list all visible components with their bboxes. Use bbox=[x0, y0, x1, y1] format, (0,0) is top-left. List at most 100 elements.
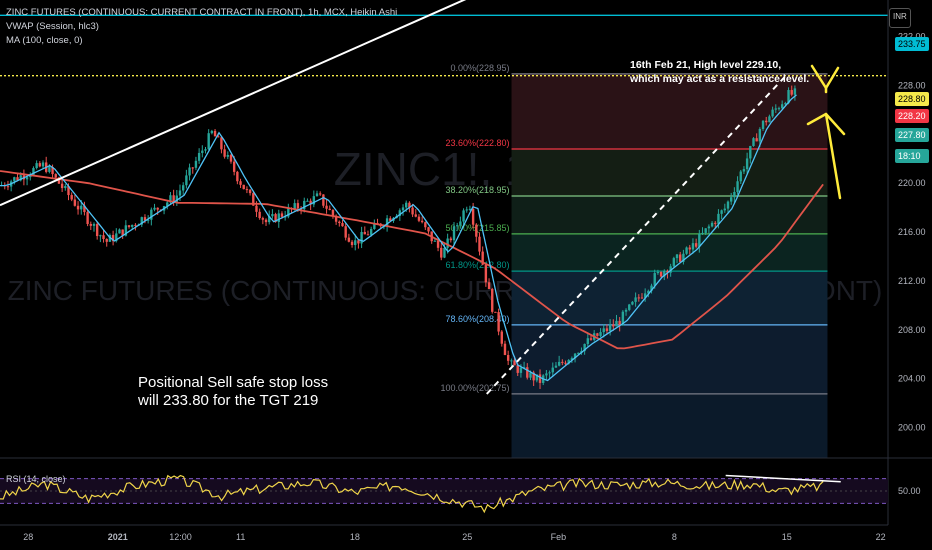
candle-body bbox=[777, 108, 781, 110]
candle-body bbox=[283, 216, 287, 218]
candle-body bbox=[51, 167, 54, 175]
candle-body bbox=[92, 224, 96, 226]
candle-body bbox=[414, 214, 417, 217]
candle-body bbox=[497, 312, 500, 332]
trend-line[interactable] bbox=[0, 0, 602, 207]
trade-note-line1: Positional Sell safe stop loss bbox=[138, 374, 329, 391]
candle-body bbox=[452, 226, 456, 241]
candle-body bbox=[487, 282, 491, 289]
candle-body bbox=[188, 167, 191, 176]
rsi-trend-line[interactable] bbox=[725, 474, 841, 483]
candle-body bbox=[306, 200, 309, 202]
candle-body bbox=[669, 266, 672, 273]
candle-body bbox=[513, 360, 516, 366]
candle-body bbox=[739, 171, 742, 182]
candle-body bbox=[491, 288, 494, 312]
candle-body bbox=[191, 167, 194, 169]
candle-body bbox=[605, 328, 609, 332]
candle-body bbox=[35, 163, 38, 169]
candle-body bbox=[344, 226, 347, 238]
candle-body bbox=[462, 210, 465, 222]
candle-body bbox=[573, 353, 577, 359]
candle-body bbox=[331, 209, 335, 216]
candle-body bbox=[535, 374, 539, 381]
resistance-note[interactable]: 16th Feb 21, High level 229.10, which ma… bbox=[630, 58, 809, 86]
time-tick-label: 2021 bbox=[108, 532, 128, 542]
time-axis[interactable]: 28 2021 12:00 11 18 25 Feb 8 15 22 bbox=[23, 532, 885, 542]
candle-body bbox=[277, 213, 280, 222]
candle-body bbox=[178, 190, 182, 196]
candle-body bbox=[274, 214, 277, 222]
trade-note[interactable]: Positional Sell safe stop loss will 233.… bbox=[138, 374, 328, 410]
candle-body bbox=[570, 358, 574, 360]
currency-button[interactable]: INR bbox=[889, 8, 911, 28]
candle-body bbox=[16, 177, 19, 181]
candle-body bbox=[181, 185, 185, 191]
candle-body bbox=[146, 219, 150, 221]
ma-legend[interactable]: MA (100, close, 0) bbox=[6, 35, 83, 46]
candle-body bbox=[140, 217, 143, 225]
candle-body bbox=[150, 209, 153, 220]
candle-body bbox=[389, 218, 392, 221]
candle-body bbox=[373, 223, 376, 229]
candle-body bbox=[6, 186, 10, 188]
candle-body bbox=[48, 167, 51, 172]
fib-level-label: 50.00%(215.85) bbox=[445, 223, 509, 233]
candle-body bbox=[736, 181, 739, 192]
candle-body bbox=[385, 218, 389, 226]
price-tick-label: 220.00 bbox=[898, 178, 926, 188]
fib-zone bbox=[511, 393, 828, 458]
rsi-legend[interactable]: RSI (14, close) bbox=[6, 474, 66, 484]
time-tick-label: 25 bbox=[462, 532, 472, 542]
trend-lines[interactable] bbox=[0, 0, 789, 395]
arrow-up-icon[interactable] bbox=[824, 112, 842, 200]
candle-body bbox=[73, 199, 77, 206]
candle-body bbox=[557, 361, 561, 366]
candle-body bbox=[134, 224, 137, 226]
candle-body bbox=[516, 365, 519, 373]
candle-body bbox=[596, 333, 599, 336]
price-tag-label: 233.75 bbox=[898, 39, 926, 49]
candle-body bbox=[538, 374, 542, 383]
candle-body bbox=[561, 361, 564, 363]
candle-body bbox=[577, 352, 580, 354]
candle-body bbox=[41, 162, 45, 167]
vwap-legend[interactable]: VWAP (Session, hlc3) bbox=[6, 21, 99, 32]
trend-line[interactable] bbox=[486, 73, 789, 395]
candle-body bbox=[169, 195, 172, 203]
candle-body bbox=[675, 254, 679, 259]
candle-body bbox=[720, 210, 723, 214]
candle-body bbox=[643, 293, 647, 298]
candle-body bbox=[449, 238, 453, 241]
candle-body bbox=[653, 273, 656, 286]
horizontal-lines[interactable] bbox=[0, 14, 888, 77]
candle-body bbox=[793, 88, 797, 95]
candle-body bbox=[519, 367, 523, 373]
time-tick-label: 15 bbox=[782, 532, 792, 542]
fib-zone bbox=[511, 271, 828, 325]
fibonacci-levels[interactable]: 0.00%(228.95) 23.60%(222.80) 38.20%(218.95… bbox=[440, 63, 828, 395]
candle-body bbox=[532, 372, 535, 381]
price-tag-label: 227.80 bbox=[898, 130, 926, 140]
candle-body bbox=[710, 222, 714, 227]
trade-note-line2: will 233.80 for the TGT 219 bbox=[138, 392, 319, 409]
time-tick-label: 8 bbox=[672, 532, 677, 542]
candle-body bbox=[478, 236, 481, 252]
arrow-annotations[interactable] bbox=[806, 64, 846, 200]
candle-body bbox=[436, 240, 440, 248]
candle-body bbox=[223, 149, 226, 157]
candle-body bbox=[350, 241, 354, 246]
candle-body bbox=[522, 367, 526, 369]
candle-body bbox=[624, 309, 628, 312]
time-tick-label: Feb bbox=[551, 532, 567, 542]
candle-body bbox=[338, 221, 341, 224]
time-tick-label: 11 bbox=[236, 532, 245, 542]
symbol-title[interactable]: ZINC FUTURES (CONTINUOUS: CURRENT CONTRA… bbox=[6, 7, 398, 18]
candle-body bbox=[354, 240, 357, 246]
resistance-note-line2: which may act as a resistance level. bbox=[630, 73, 810, 85]
candle-body bbox=[599, 332, 602, 336]
candle-body bbox=[787, 90, 790, 104]
candle-body bbox=[771, 109, 774, 117]
candle-body bbox=[672, 258, 676, 267]
